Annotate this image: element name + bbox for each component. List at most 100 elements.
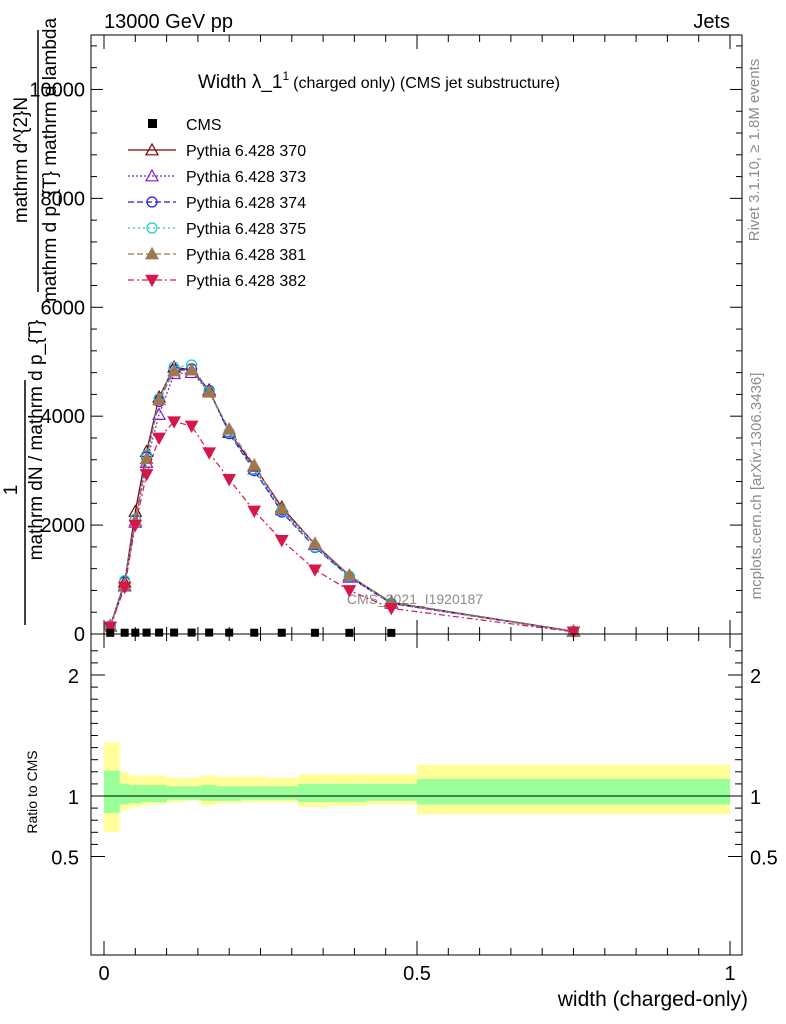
main-ytick-label: 8000: [41, 188, 86, 210]
data-marker: [187, 628, 196, 637]
legend: CMS Pythia 6.428 370 Pythia 6.428 373 Pythi…: [128, 117, 306, 290]
data-marker: [310, 628, 319, 637]
ratio-band-green: [182, 786, 202, 800]
series-marker: [308, 564, 322, 577]
ratio-ytick-label: 0.5: [51, 848, 79, 870]
x-tick-label: 1: [724, 963, 735, 985]
legend-label-cms: CMS: [186, 117, 222, 134]
chart-title-note: (charged only) (CMS jet substructure): [293, 75, 560, 92]
ratio-band-green: [266, 786, 299, 800]
series-line: [109, 364, 574, 633]
ratio-band-green: [166, 786, 183, 800]
series-group: [104, 363, 580, 638]
ylabel-line-3: mathrm dN / mathrm d p_{T}: [26, 320, 47, 561]
chart-title-main: Width λ_1: [198, 72, 282, 93]
ratio-band-green: [241, 786, 267, 800]
main-ytick-label: 2000: [41, 515, 86, 537]
x-tick-label: 0: [98, 963, 109, 985]
data-marker: [120, 628, 129, 637]
ratio-band-green: [141, 785, 151, 803]
series-marker: [144, 142, 160, 156]
series-line: [109, 368, 574, 633]
series-marker: [139, 469, 154, 482]
main-panel: 0 2000 4000 6000 8000 10000: [29, 34, 743, 646]
ylabel-line-0: mathrm d^{2}N: [11, 97, 32, 223]
analysis-watermark: CMS_2021_I1920187: [347, 591, 483, 607]
series-marker: [566, 626, 581, 639]
data-marker: [250, 628, 259, 637]
ratio-y-axis-label: Ratio to CMS: [24, 750, 40, 833]
series-group: [103, 359, 581, 637]
main-ylabel: mathrm d^{2}N mathrm d p_{T} mathrm d la…: [1, 18, 61, 625]
ratio-band-green: [201, 785, 217, 801]
x-axis-label: width (charged-only): [557, 988, 748, 1011]
main-ytick-label: 4000: [41, 406, 86, 428]
ratio-band-green: [417, 779, 730, 805]
ratio-band-green: [119, 783, 130, 805]
legend-label: Pythia 6.428 375: [186, 221, 306, 238]
series-marker: [144, 246, 160, 260]
main-ytick-label: 10000: [29, 79, 85, 101]
data-points: [106, 628, 396, 637]
ratio-ytick-label-right: 2: [750, 666, 761, 688]
data-marker: [277, 628, 286, 637]
energy-label: 13000 GeV pp: [104, 11, 233, 33]
main-ytick-label: 0: [74, 624, 85, 646]
series-marker: [167, 363, 182, 377]
series-marker: [144, 168, 160, 182]
chart-title-sup: 1: [282, 69, 289, 83]
data-marker: [155, 628, 164, 637]
series-marker: [342, 567, 357, 581]
category-label: Jets: [693, 11, 730, 33]
data-marker: [345, 628, 354, 637]
legend-marker-cms: [148, 119, 157, 128]
series-marker: [167, 416, 181, 429]
series-marker: [146, 222, 158, 234]
series-marker: [184, 420, 199, 434]
series-marker: [152, 392, 167, 406]
data-marker: [106, 628, 115, 637]
series-marker: [384, 603, 399, 616]
series-marker: [342, 585, 357, 598]
series-line: [109, 420, 574, 633]
series-line: [109, 369, 574, 633]
ratio-ytick-label: 2: [68, 666, 79, 688]
series-group: [104, 359, 580, 638]
data-marker: [205, 628, 214, 637]
series-marker: [274, 535, 289, 548]
ylabel-line-1: mathrm d p_{T} mathrm d lambda: [40, 18, 61, 302]
series-marker: [103, 621, 118, 634]
series-marker: [128, 519, 143, 533]
series-marker: [222, 422, 237, 435]
series-line: [109, 372, 574, 633]
data-marker: [131, 628, 140, 637]
series-marker: [202, 447, 217, 460]
legend-label: Pythia 6.428 373: [186, 169, 306, 186]
series-group: [103, 365, 581, 637]
series-marker: [274, 501, 289, 515]
series-marker: [222, 474, 237, 487]
ratio-band-green: [366, 783, 417, 801]
ratio-band-green: [298, 783, 330, 803]
chart-title: Width λ_11 (charged only) (CMS jet substr…: [198, 69, 560, 93]
rivet-label: Rivet 3.1.10, ≥ 1.8M events: [746, 59, 763, 242]
ratio-band-green: [129, 785, 142, 804]
legend-label: Pythia 6.428 382: [186, 273, 306, 290]
legend-label: Pythia 6.428 374: [186, 195, 306, 212]
ratio-panel: 0.5 0.5 1 1 2 2 0 0.5 1: [51, 633, 778, 985]
data-marker: [170, 628, 179, 637]
data-marker: [142, 628, 151, 637]
series-group: [103, 416, 581, 639]
ratio-ytick-label-right: 1: [750, 787, 761, 809]
ratio-band-green: [150, 785, 167, 803]
series-marker: [184, 362, 199, 376]
legend-label: Pythia 6.428 381: [186, 247, 306, 264]
ratio-ytick-label-right: 0.5: [750, 848, 778, 870]
series-marker: [202, 384, 217, 398]
ylabel-line-2: 1: [1, 485, 22, 496]
series-marker: [139, 451, 154, 465]
series-marker: [307, 536, 322, 550]
ratio-band-green: [216, 786, 242, 801]
series-marker: [152, 432, 166, 445]
